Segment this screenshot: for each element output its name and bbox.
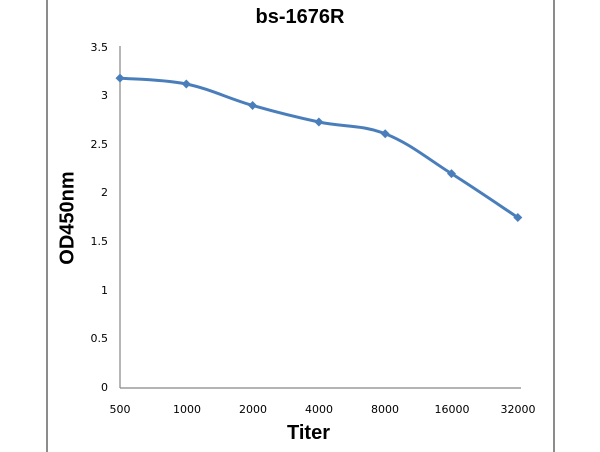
y-tick-label: 3 (101, 89, 108, 102)
diamond-marker-icon (513, 213, 523, 222)
y-tick-label: 0.5 (90, 332, 109, 345)
x-axis-title: Titer (287, 422, 330, 444)
diamond-marker-icon (181, 79, 191, 89)
right-frame-border (553, 0, 555, 452)
y-tick-label: 0 (101, 381, 108, 394)
x-tick-label: 16000 (434, 403, 470, 416)
x-tick-label: 500 (109, 403, 131, 416)
x-tick-label: 8000 (371, 403, 399, 416)
y-tick-label: 1.5 (90, 235, 109, 248)
y-tick-label: 2.5 (90, 138, 109, 151)
x-tick-label: 2000 (239, 403, 267, 416)
data-series-line (115, 73, 523, 222)
chart-title: bs-1676R (255, 6, 345, 28)
series-line (119, 76, 519, 219)
y-tick-label: 2 (101, 186, 108, 199)
x-tick-label: 4000 (305, 403, 333, 416)
y-tick-label: 3.5 (90, 41, 109, 54)
x-tick-label: 32000 (500, 403, 536, 416)
diamond-marker-icon (314, 117, 324, 127)
left-frame-border (46, 0, 48, 452)
x-tick-label: 1000 (173, 403, 201, 416)
y-tick-label: 1 (101, 284, 108, 297)
diamond-marker-icon (248, 100, 258, 110)
diamond-marker-icon (115, 73, 125, 83)
diamond-marker-icon (380, 129, 390, 139)
diamond-marker-icon (447, 169, 456, 179)
